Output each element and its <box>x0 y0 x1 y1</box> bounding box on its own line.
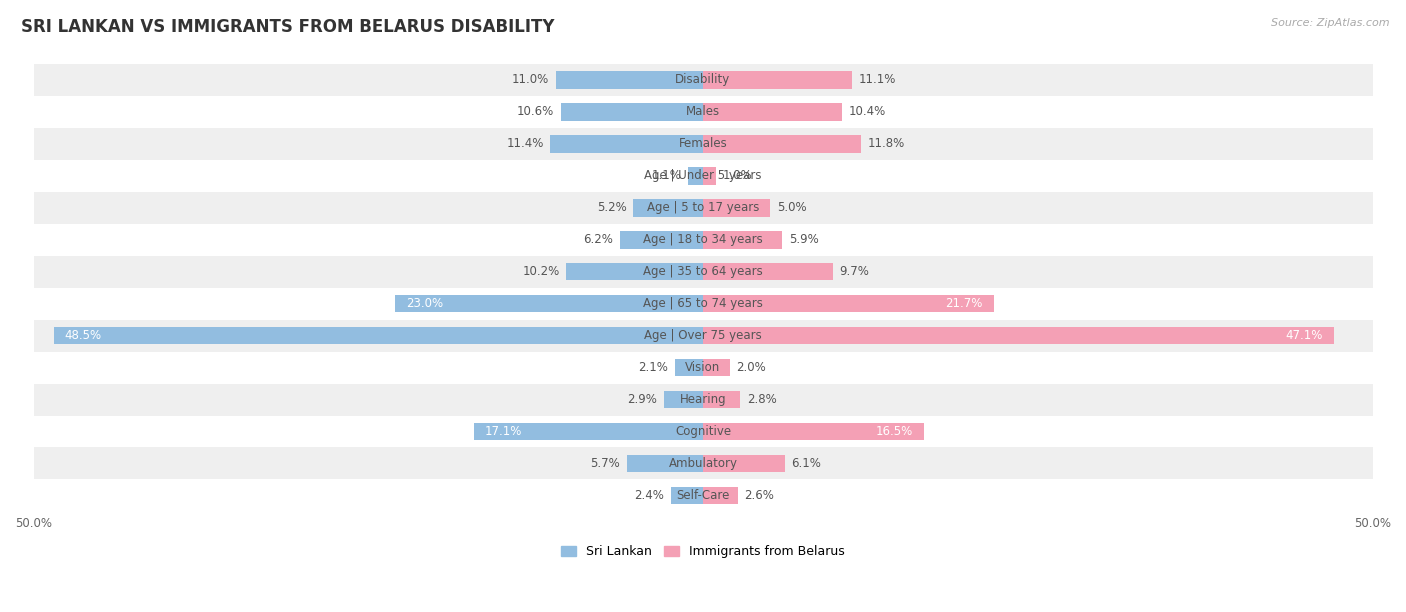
Bar <box>34 351 1372 384</box>
Text: Disability: Disability <box>675 73 731 86</box>
Text: 6.1%: 6.1% <box>792 457 821 470</box>
Bar <box>555 71 703 89</box>
Bar <box>703 231 782 248</box>
Bar <box>703 390 741 408</box>
Bar <box>567 263 703 280</box>
Bar <box>703 487 738 504</box>
Bar <box>703 199 770 217</box>
Bar <box>703 103 842 121</box>
Text: Age | 65 to 74 years: Age | 65 to 74 years <box>643 297 763 310</box>
Text: 5.9%: 5.9% <box>789 233 818 246</box>
Bar <box>620 231 703 248</box>
Bar <box>671 487 703 504</box>
Bar <box>703 455 785 472</box>
Text: 5.0%: 5.0% <box>776 201 806 214</box>
Bar <box>395 295 703 313</box>
Bar <box>34 128 1372 160</box>
Bar <box>474 423 703 440</box>
Text: 11.8%: 11.8% <box>868 137 905 151</box>
Text: 2.6%: 2.6% <box>745 489 775 502</box>
Bar <box>703 423 924 440</box>
Bar <box>703 167 717 185</box>
Text: 48.5%: 48.5% <box>65 329 101 342</box>
Text: 17.1%: 17.1% <box>485 425 522 438</box>
Text: Age | Over 75 years: Age | Over 75 years <box>644 329 762 342</box>
Text: Males: Males <box>686 105 720 118</box>
Text: Source: ZipAtlas.com: Source: ZipAtlas.com <box>1271 18 1389 28</box>
Bar <box>34 224 1372 256</box>
Text: 10.2%: 10.2% <box>523 265 560 278</box>
Text: 1.1%: 1.1% <box>652 170 682 182</box>
Text: 2.9%: 2.9% <box>627 393 658 406</box>
Text: 2.4%: 2.4% <box>634 489 664 502</box>
Bar <box>34 479 1372 512</box>
Bar <box>703 263 832 280</box>
Legend: Sri Lankan, Immigrants from Belarus: Sri Lankan, Immigrants from Belarus <box>555 540 851 563</box>
Bar <box>34 160 1372 192</box>
Bar <box>34 64 1372 96</box>
Text: 6.2%: 6.2% <box>583 233 613 246</box>
Bar <box>703 359 730 376</box>
Text: Vision: Vision <box>685 361 721 374</box>
Text: 2.8%: 2.8% <box>747 393 778 406</box>
Text: 10.6%: 10.6% <box>517 105 554 118</box>
Text: 21.7%: 21.7% <box>945 297 983 310</box>
Text: 1.0%: 1.0% <box>723 170 752 182</box>
Text: 16.5%: 16.5% <box>876 425 914 438</box>
Text: Age | 5 to 17 years: Age | 5 to 17 years <box>647 201 759 214</box>
Text: Age | 35 to 64 years: Age | 35 to 64 years <box>643 265 763 278</box>
Text: 11.4%: 11.4% <box>506 137 544 151</box>
Bar <box>664 390 703 408</box>
Text: Females: Females <box>679 137 727 151</box>
Bar <box>34 319 1372 351</box>
Text: 11.0%: 11.0% <box>512 73 548 86</box>
Bar <box>627 455 703 472</box>
Text: 47.1%: 47.1% <box>1285 329 1323 342</box>
Text: Cognitive: Cognitive <box>675 425 731 438</box>
Bar <box>34 96 1372 128</box>
Bar <box>703 71 852 89</box>
Bar <box>34 288 1372 319</box>
Text: 2.1%: 2.1% <box>638 361 668 374</box>
Text: 5.7%: 5.7% <box>591 457 620 470</box>
Text: 5.2%: 5.2% <box>598 201 627 214</box>
Text: 10.4%: 10.4% <box>849 105 886 118</box>
Bar <box>34 447 1372 479</box>
Text: Ambulatory: Ambulatory <box>668 457 738 470</box>
Bar <box>34 416 1372 447</box>
Text: 9.7%: 9.7% <box>839 265 869 278</box>
Text: SRI LANKAN VS IMMIGRANTS FROM BELARUS DISABILITY: SRI LANKAN VS IMMIGRANTS FROM BELARUS DI… <box>21 18 554 36</box>
Text: Age | Under 5 years: Age | Under 5 years <box>644 170 762 182</box>
Bar <box>561 103 703 121</box>
Bar <box>703 327 1334 345</box>
Bar <box>703 135 860 152</box>
Text: Self-Care: Self-Care <box>676 489 730 502</box>
Bar <box>34 384 1372 416</box>
Text: 11.1%: 11.1% <box>858 73 896 86</box>
Bar <box>703 295 994 313</box>
Bar <box>675 359 703 376</box>
Text: Age | 18 to 34 years: Age | 18 to 34 years <box>643 233 763 246</box>
Bar <box>34 256 1372 288</box>
Bar <box>689 167 703 185</box>
Text: 2.0%: 2.0% <box>737 361 766 374</box>
Bar <box>550 135 703 152</box>
Bar <box>34 192 1372 224</box>
Bar <box>633 199 703 217</box>
Text: Hearing: Hearing <box>679 393 727 406</box>
Bar <box>53 327 703 345</box>
Text: 23.0%: 23.0% <box>406 297 443 310</box>
